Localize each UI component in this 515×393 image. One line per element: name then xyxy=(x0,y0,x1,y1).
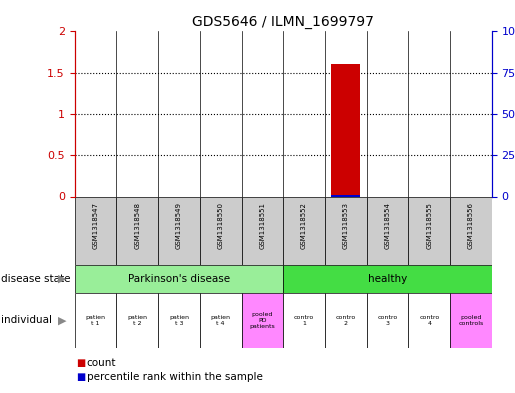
Bar xyxy=(75,265,283,293)
Text: contro
1: contro 1 xyxy=(294,315,314,326)
Bar xyxy=(450,293,492,348)
Bar xyxy=(158,293,200,348)
Bar xyxy=(116,293,158,348)
Text: healthy: healthy xyxy=(368,274,407,284)
Text: GSM1318556: GSM1318556 xyxy=(468,202,474,249)
Bar xyxy=(75,196,116,265)
Text: Parkinson's disease: Parkinson's disease xyxy=(128,274,230,284)
Bar xyxy=(331,195,360,196)
Bar xyxy=(283,265,492,293)
Text: GSM1318552: GSM1318552 xyxy=(301,202,307,249)
Text: GSM1318551: GSM1318551 xyxy=(260,202,265,249)
Bar xyxy=(367,196,408,265)
Text: GSM1318547: GSM1318547 xyxy=(93,202,98,249)
Bar xyxy=(116,196,158,265)
Text: contro
3: contro 3 xyxy=(377,315,398,326)
Bar xyxy=(75,293,116,348)
Bar xyxy=(242,293,283,348)
Text: patien
t 2: patien t 2 xyxy=(127,315,147,326)
Text: pooled
controls: pooled controls xyxy=(458,315,484,326)
Text: patien
t 4: patien t 4 xyxy=(211,315,231,326)
Bar xyxy=(408,293,450,348)
Bar xyxy=(158,196,200,265)
Text: patien
t 1: patien t 1 xyxy=(85,315,106,326)
Text: GSM1318549: GSM1318549 xyxy=(176,202,182,249)
Text: ▶: ▶ xyxy=(58,274,67,284)
Bar xyxy=(283,196,325,265)
Bar xyxy=(325,293,367,348)
Text: percentile rank within the sample: percentile rank within the sample xyxy=(87,372,263,382)
Title: GDS5646 / ILMN_1699797: GDS5646 / ILMN_1699797 xyxy=(192,15,374,29)
Bar xyxy=(283,293,325,348)
Bar xyxy=(367,293,408,348)
Bar xyxy=(325,196,367,265)
Text: GSM1318554: GSM1318554 xyxy=(385,202,390,249)
Text: patien
t 3: patien t 3 xyxy=(169,315,189,326)
Bar xyxy=(200,293,242,348)
Text: individual: individual xyxy=(1,315,52,325)
Bar xyxy=(200,196,242,265)
Text: pooled
PD
patients: pooled PD patients xyxy=(250,312,276,329)
Bar xyxy=(331,64,360,196)
Text: GSM1318555: GSM1318555 xyxy=(426,202,432,249)
Text: GSM1318553: GSM1318553 xyxy=(343,202,349,249)
Text: contro
4: contro 4 xyxy=(419,315,439,326)
Text: ■: ■ xyxy=(76,358,85,368)
Bar xyxy=(450,196,492,265)
Bar xyxy=(408,196,450,265)
Text: disease state: disease state xyxy=(1,274,71,284)
Text: count: count xyxy=(87,358,116,368)
Text: ▶: ▶ xyxy=(58,315,67,325)
Text: GSM1318548: GSM1318548 xyxy=(134,202,140,249)
Text: contro
2: contro 2 xyxy=(336,315,356,326)
Text: GSM1318550: GSM1318550 xyxy=(218,202,224,249)
Text: ■: ■ xyxy=(76,372,85,382)
Bar xyxy=(242,196,283,265)
